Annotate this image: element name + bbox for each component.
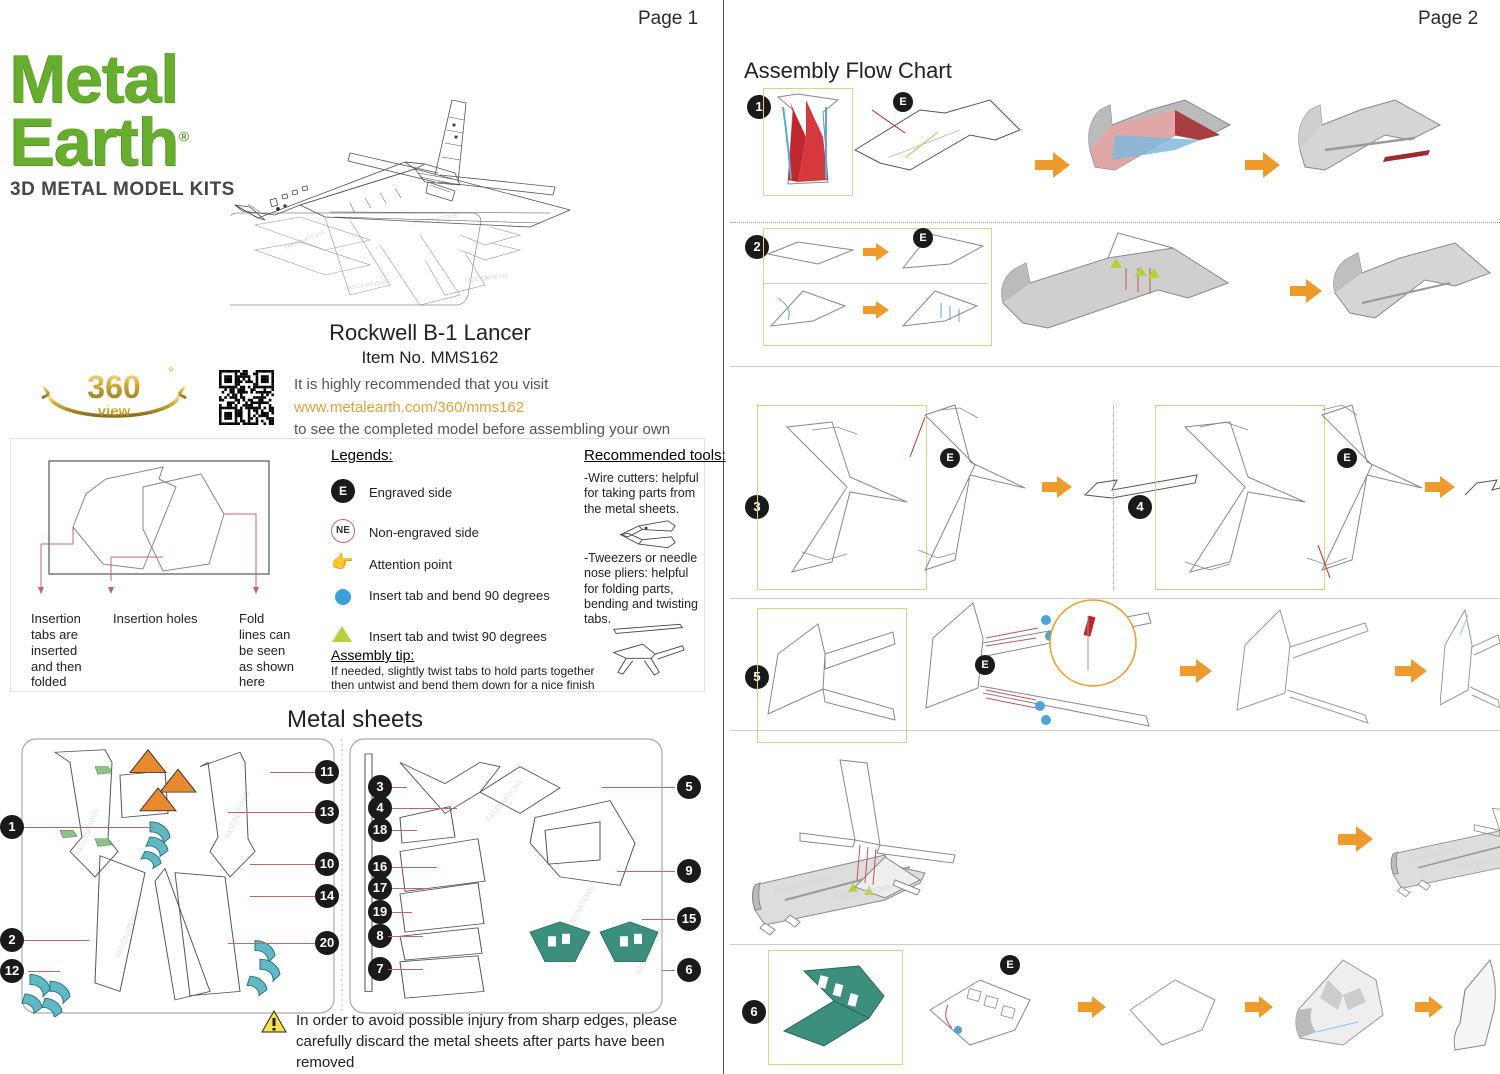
svg-text:view: view bbox=[98, 403, 131, 420]
svg-text:FASCINATIONS: FASCINATIONS bbox=[344, 280, 388, 292]
svg-text:°: ° bbox=[168, 364, 173, 379]
svg-text:360: 360 bbox=[87, 369, 140, 405]
